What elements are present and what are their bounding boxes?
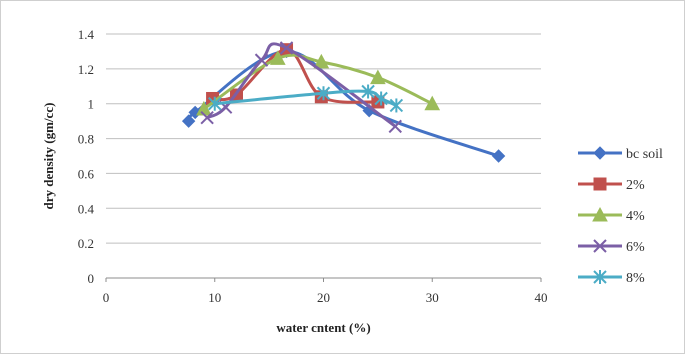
legend-marker <box>593 239 607 253</box>
legend-entry: 8% <box>578 270 645 286</box>
series-4 <box>196 50 441 116</box>
marker-stroke <box>279 41 294 55</box>
marker-stroke <box>388 119 402 134</box>
data-point <box>374 91 388 106</box>
series-line <box>214 89 397 107</box>
x-tick-label: 40 <box>535 290 548 305</box>
legend: bc soil 2% 4% 6% 8% <box>578 146 663 286</box>
data-point <box>316 86 331 101</box>
legend-marker <box>593 177 607 191</box>
data-point <box>279 41 294 55</box>
data-point <box>389 98 404 113</box>
legend-marker <box>593 146 607 160</box>
marker-stroke <box>200 110 214 125</box>
x-tick-label: 20 <box>317 290 330 305</box>
data-point <box>313 53 330 69</box>
legend-entry: 6% <box>578 239 645 255</box>
data-point <box>208 96 222 111</box>
data-point <box>370 69 386 85</box>
x-tick-label: 10 <box>208 290 221 305</box>
y-tick-label: 0.2 <box>78 236 94 251</box>
series-8 <box>208 84 404 113</box>
data-point <box>424 95 441 111</box>
y-axis-title: dry density (gm/cc) <box>41 103 56 210</box>
data-point <box>388 119 402 134</box>
legend-marker <box>592 206 608 222</box>
legend-entry: bc soil <box>578 146 663 162</box>
y-tick-label: 0 <box>88 271 95 286</box>
legend-label: bc soil <box>626 147 663 162</box>
y-tick-label: 1.4 <box>78 27 95 42</box>
legend-entry: 2% <box>578 177 645 193</box>
x-tick-label: 30 <box>426 290 439 305</box>
data-point <box>269 50 286 65</box>
series-lines <box>181 41 506 163</box>
y-tick-label: 0.4 <box>78 201 95 216</box>
y-tick-label: 0.8 <box>78 132 94 147</box>
x-axis-title: water cntent (%) <box>276 320 370 335</box>
legend-label: 8% <box>626 271 645 286</box>
y-tick-label: 1.2 <box>78 62 94 77</box>
x-tick-label: 0 <box>103 290 110 305</box>
legend-entry: 4% <box>578 206 645 224</box>
marker-stroke <box>254 53 269 67</box>
marker-stroke <box>593 239 607 253</box>
series-6 <box>200 41 402 134</box>
data-point <box>200 110 214 125</box>
legend-label: 2% <box>626 178 645 193</box>
gridlines <box>106 33 541 279</box>
legend-label: 4% <box>626 209 645 224</box>
legend-marker <box>593 270 607 284</box>
y-tick-label: 0.6 <box>78 166 95 181</box>
data-point <box>254 53 269 67</box>
data-point <box>181 114 196 128</box>
data-point <box>491 149 506 163</box>
axes: 0 0.2 0.4 0.6 0.8 1 1.2 1.4 0 10 20 30 40 <box>78 27 548 305</box>
legend-label: 6% <box>626 240 645 255</box>
data-point <box>361 84 375 99</box>
y-tick-label: 1 <box>88 97 95 112</box>
